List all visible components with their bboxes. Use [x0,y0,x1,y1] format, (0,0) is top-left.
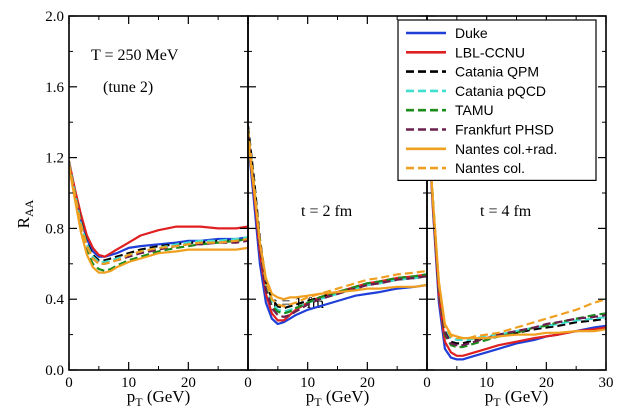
x-tick-label: 20 [360,375,375,391]
x-tick-label: 0 [65,375,73,391]
legend-label: Nantes col.+rad. [455,141,557,157]
legend-label: Duke [455,25,488,41]
y-tick-label: 0.0 [45,363,64,379]
series-line-lbl-ccnu [69,160,248,258]
panel-3-series [427,104,606,361]
y-tick-label: 2.0 [45,9,64,25]
series-line-nantes-col-rad [69,166,248,274]
x-tick-label: 0 [244,375,252,391]
x-axis-title: pT (GeV) [306,387,370,409]
panel-1-series [69,160,248,274]
series-line-nantes-col [248,129,427,308]
x-axis-title: pT (GeV) [127,387,191,409]
legend-label: Frankfurt PHSD [455,122,554,138]
y-tick-label: 1.6 [45,80,64,96]
series-line-duke [248,139,427,326]
legend-label: Catania pQCD [455,83,546,99]
legend-label: TAMU [455,102,494,118]
x-tick-label: 20 [181,375,196,391]
x-tick-label: 0 [423,375,431,391]
annotations: T = 250 MeV (tune 2) [91,47,179,96]
series-line-nantes-col [69,164,248,265]
y-tick-label: 1.2 [45,151,64,167]
x-tick-label: 10 [479,375,494,391]
series-line-catania-pqcd [69,162,248,264]
x-tick-label: 10 [121,375,136,391]
x-tick-label: 20 [539,375,554,391]
legend-label: LBL-CCNU [455,44,525,60]
legend-box [397,19,597,181]
legend-label: Catania QPM [455,64,539,80]
x-tick-label: 10 [300,375,315,391]
y-tick-label: 0.4 [45,292,64,308]
y-tick-label: 0.8 [45,221,64,237]
legend-label: Nantes col. [455,160,525,176]
series-line-nantes-col-rad [427,113,606,340]
panel-time-label: t = 4 fm [480,203,532,220]
series-line-nantes-col [427,104,606,340]
panel-frame [68,15,249,371]
tune-annotation: (tune 2) [103,79,153,96]
series-line-nantes-col-rad [248,139,427,301]
x-axis-title: pT (GeV) [485,387,549,409]
legend: Duke LBL-CCNU Catania QPM Catania pQCD TAMU F… [397,19,597,181]
axis-titles: RAA [14,199,36,228]
series-line-catania-qpm [69,162,248,262]
panel-2-series [248,125,427,326]
x-tick-label: 30 [599,375,614,391]
y-axis-title: RAA [14,199,36,228]
panel-time-label: t = 2 fm [301,203,353,220]
temperature-annotation: T = 250 MeV [91,47,179,64]
